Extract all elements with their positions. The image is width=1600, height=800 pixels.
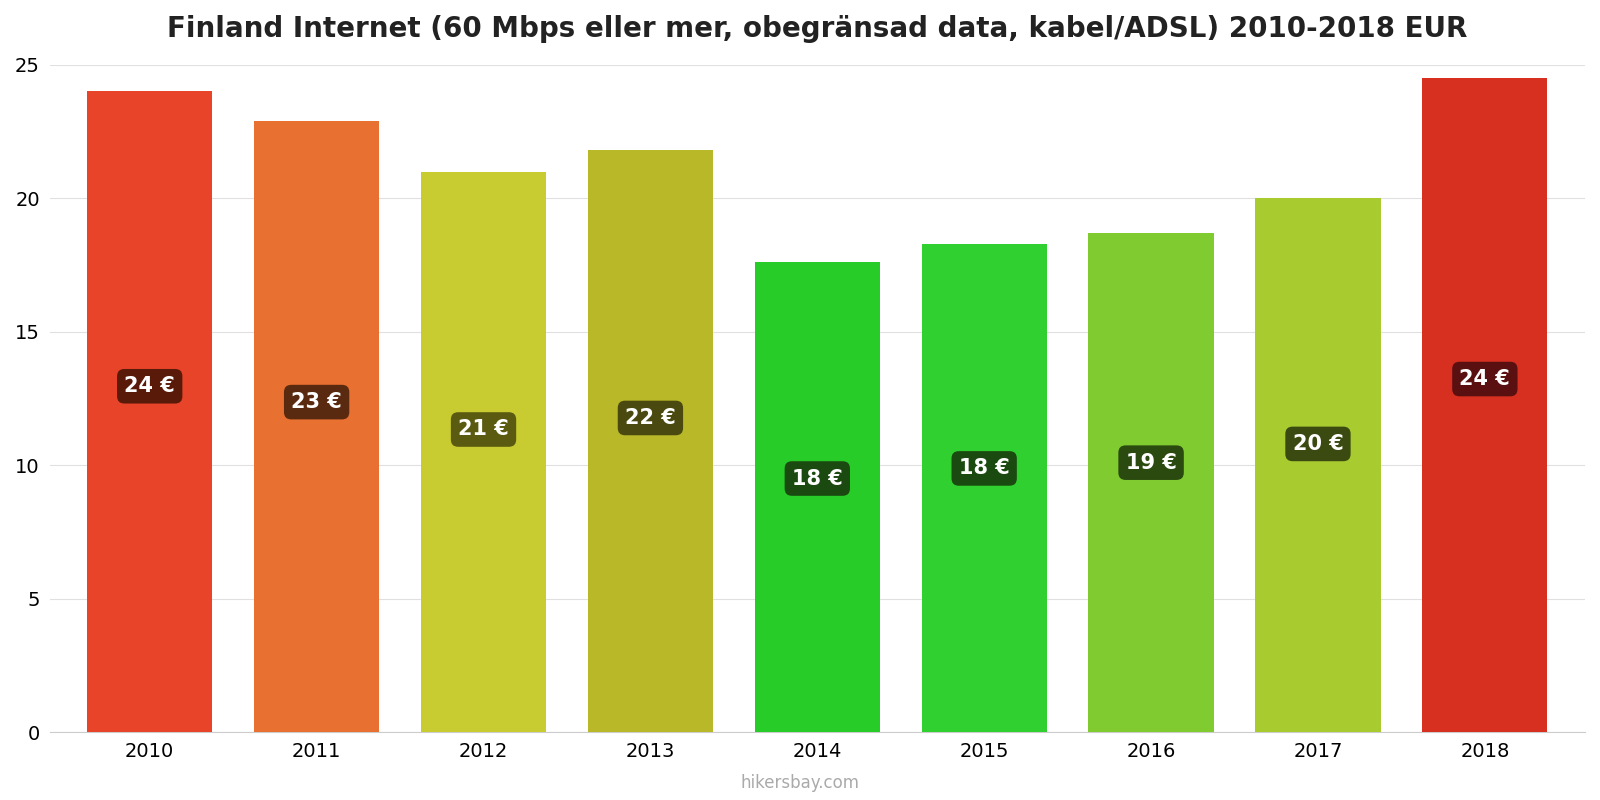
Bar	[1088, 233, 1214, 732]
Text: 18 €: 18 €	[958, 458, 1010, 478]
Text: 18 €: 18 €	[792, 469, 843, 489]
Text: hikersbay.com: hikersbay.com	[741, 774, 859, 792]
Text: 20 €: 20 €	[1293, 434, 1344, 454]
Text: 21 €: 21 €	[458, 419, 509, 439]
Bar	[421, 171, 546, 732]
Text: 22 €: 22 €	[626, 408, 675, 428]
Text: 24 €: 24 €	[125, 376, 174, 396]
Bar	[1422, 78, 1547, 732]
Bar	[86, 91, 213, 732]
Bar	[755, 262, 880, 732]
Bar	[1256, 198, 1381, 732]
Title: Finland Internet (60 Mbps eller mer, obegränsad data, kabel/ADSL) 2010-2018 EUR: Finland Internet (60 Mbps eller mer, obe…	[166, 15, 1467, 43]
Text: 23 €: 23 €	[291, 392, 342, 412]
Bar	[922, 244, 1046, 732]
Text: 24 €: 24 €	[1459, 369, 1510, 389]
Text: 19 €: 19 €	[1126, 453, 1176, 473]
Bar	[587, 150, 714, 732]
Bar	[254, 121, 379, 732]
